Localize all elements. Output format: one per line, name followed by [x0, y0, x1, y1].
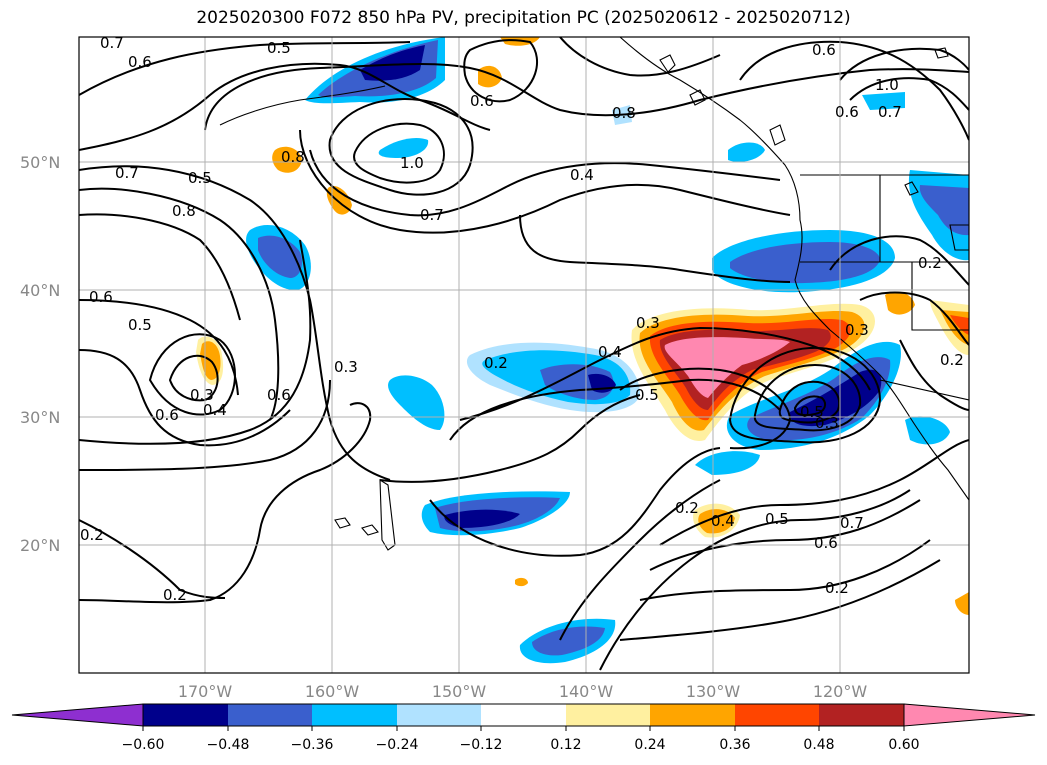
colorbar-tick: −0.12 — [460, 737, 503, 753]
contour-label: 0.2 — [918, 254, 942, 272]
colorbar-frame — [142, 703, 905, 727]
colorbar: −0.60 −0.48 −0.36 −0.24 −0.12 0.12 0.24 … — [11, 703, 1036, 753]
colorbar-tick: −0.60 — [122, 737, 165, 753]
contour-label: 0.4 — [570, 166, 594, 184]
contour-label: 0.6 — [835, 103, 859, 121]
lon-label: 150°W — [432, 682, 487, 701]
lon-labels: 170°W 160°W 150°W 140°W 130°W 120°W — [178, 682, 868, 701]
contour-label: 0.4 — [598, 343, 622, 361]
contour-label: 0.2 — [675, 499, 699, 517]
lon-label: 160°W — [305, 682, 360, 701]
colorbar-bin — [143, 704, 228, 726]
contour-label: 0.5 — [800, 403, 824, 421]
contour-label: 0.7 — [420, 206, 444, 224]
contour-label: 0.3 — [636, 314, 660, 332]
lat-label: 50°N — [20, 153, 60, 172]
colorbar-bin — [566, 704, 650, 726]
colorbar-bin — [228, 704, 312, 726]
contour-label: 0.6 — [814, 534, 838, 552]
contour-label: 0.5 — [128, 316, 152, 334]
contour-label: 0.8 — [612, 104, 636, 122]
contour-label: 0.7 — [115, 164, 139, 182]
contour-label: 0.6 — [812, 41, 836, 59]
colorbar-bin — [650, 704, 735, 726]
contour-label: 0.6 — [128, 53, 152, 71]
colorbar-bin — [397, 704, 481, 726]
coastlines — [219, 37, 969, 551]
contour-label: 0.2 — [825, 579, 849, 597]
contour-label: 0.3 — [815, 414, 839, 432]
contour-label: 1.0 — [875, 76, 899, 94]
colorbar-tick: −0.24 — [376, 737, 419, 753]
contour-labels: 0.7 0.5 0.6 0.6 0.8 0.6 1.0 0.6 0.7 0.5 … — [80, 34, 964, 604]
contour-label: 0.5 — [267, 39, 291, 57]
lon-label: 140°W — [559, 682, 614, 701]
colorbar-tick: 0.12 — [550, 737, 581, 753]
colorbar-bin — [735, 704, 819, 726]
contour-label: 0.3 — [334, 358, 358, 376]
colorbar-bin — [481, 704, 566, 726]
contour-label: 0.6 — [155, 406, 179, 424]
contour-label: 0.2 — [940, 351, 964, 369]
contour-label: 0.7 — [100, 34, 124, 52]
colorbar-extend-low — [11, 703, 144, 727]
colorbar-tick: 0.60 — [888, 737, 919, 753]
colorbar-bin — [312, 704, 397, 726]
colorbar-extend-high — [903, 703, 1036, 727]
contour-label: 1.0 — [400, 154, 424, 172]
lat-label: 40°N — [20, 281, 60, 300]
contour-label: 0.4 — [203, 401, 227, 419]
contour-label: 0.5 — [635, 386, 659, 404]
lat-label: 30°N — [20, 408, 60, 427]
lon-label: 130°W — [686, 682, 741, 701]
contour-label: 0.7 — [878, 103, 902, 121]
colorbar-tick: 0.24 — [634, 737, 665, 753]
colorbar-tick: −0.36 — [291, 737, 334, 753]
lon-label: 170°W — [178, 682, 233, 701]
gridlines — [79, 37, 969, 673]
map-title: 2025020300 F072 850 hPa PV, precipitatio… — [196, 8, 851, 28]
contour-label: 0.6 — [267, 386, 291, 404]
contour-label: 0.3 — [845, 321, 869, 339]
contour-label: 0.8 — [172, 202, 196, 220]
colorbar-tick: 0.48 — [803, 737, 834, 753]
contour-label: 0.5 — [188, 169, 212, 187]
lat-labels: 50°N 40°N 30°N 20°N — [20, 153, 60, 555]
lat-label: 20°N — [20, 536, 60, 555]
contour-label: 0.7 — [840, 514, 864, 532]
contour-label: 0.6 — [470, 92, 494, 110]
contour-label: 0.2 — [163, 586, 187, 604]
contour-label: 0.3 — [190, 386, 214, 404]
contour-label: 0.6 — [89, 288, 113, 306]
pv-contours — [79, 37, 969, 671]
map-frame — [78, 36, 970, 674]
contour-label: 0.5 — [765, 510, 789, 528]
colorbar-tick: 0.36 — [719, 737, 750, 753]
colorbar-bin — [819, 704, 904, 726]
contour-label: 0.8 — [281, 148, 305, 166]
lon-label: 120°W — [813, 682, 868, 701]
precip-shading — [196, 37, 969, 664]
colorbar-tick: −0.48 — [207, 737, 250, 753]
contour-label: 0.4 — [711, 512, 735, 530]
contour-label: 0.2 — [484, 354, 508, 372]
contour-label: 0.2 — [80, 526, 104, 544]
